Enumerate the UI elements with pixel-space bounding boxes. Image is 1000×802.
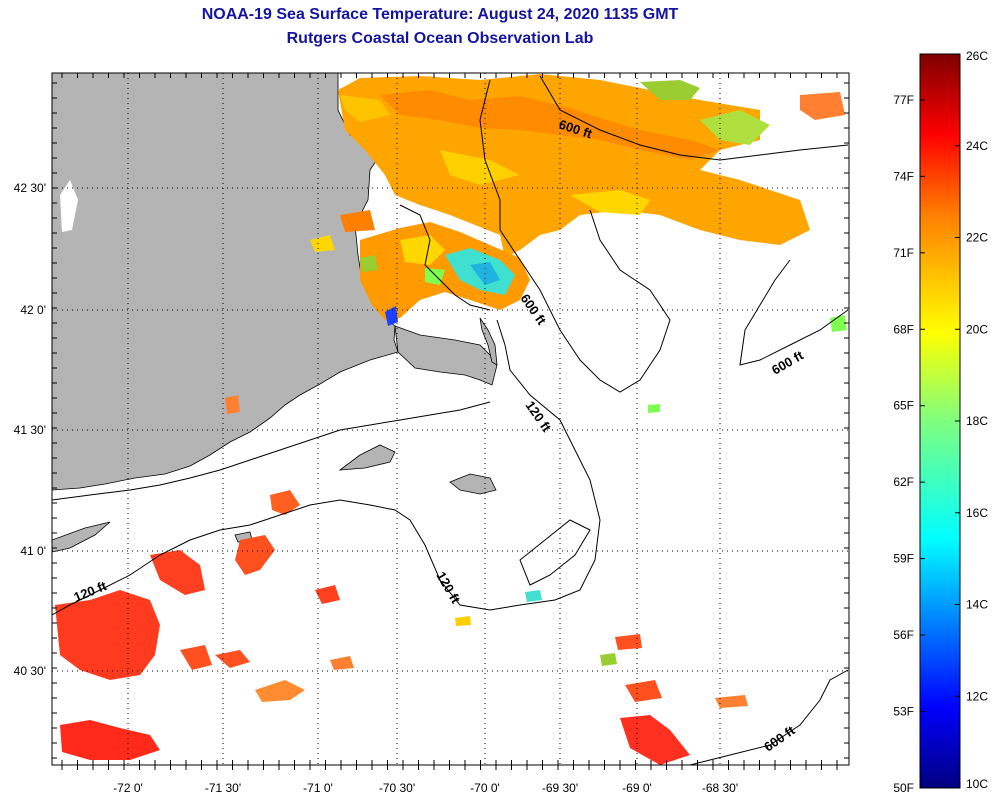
latitude-label: 42 30' (14, 181, 46, 195)
colorbar-fahrenheit-label: 53F (893, 705, 914, 719)
map-subtitle: Rutgers Coastal Ocean Observation Lab (286, 30, 594, 47)
contour-bay-inner (399, 204, 491, 311)
colorbar-fahrenheit-label: 65F (893, 399, 914, 413)
colorbar-fahrenheit-label: 74F (893, 169, 914, 183)
land-cape-hook (479, 317, 498, 366)
longitude-label: -68 30' (702, 781, 738, 795)
colorbar: 26C 24C 22C 20C 18C 16C 14C 12C 10C 77F 74F 71F 68F… (893, 49, 988, 795)
longitude-label: -69 0' (622, 781, 652, 795)
map-frame (51, 72, 850, 766)
colorbar-celsius-labels: 26C 24C 22C 20C 18C 16C 14C 12C 10C (966, 49, 988, 791)
colorbar-celsius-label: 10C (966, 777, 988, 791)
colorbar-celsius-label: 12C (966, 689, 988, 703)
colorbar-celsius-label: 18C (966, 414, 988, 428)
colorbar-fahrenheit-label: 56F (893, 628, 914, 642)
colorbar-fahrenheit-label: 77F (893, 93, 914, 107)
longitude-label: -71 30' (205, 781, 241, 795)
colorbar-celsius-label: 24C (966, 139, 988, 153)
colorbar-celsius-label: 20C (966, 322, 988, 336)
land-marthas-vineyard (338, 444, 396, 471)
colorbar-fahrenheit-labels: 77F 74F 71F 68F 65F 62F 59F 56F 53F 50F (893, 93, 914, 795)
colorbar-celsius-label: 16C (966, 506, 988, 520)
colorbar-fahrenheit-label: 59F (893, 552, 914, 566)
longitude-label: -72 0' (113, 781, 143, 795)
colorbar-fahrenheit-label: 50F (893, 781, 914, 795)
graticule (52, 73, 849, 765)
colorbar-fahrenheit-label: 68F (893, 322, 914, 336)
bathymetry-contours (52, 75, 849, 765)
land-lake-spot (60, 180, 78, 232)
contour-600ft-georges (479, 79, 671, 393)
contour-600ft-gulf (539, 75, 849, 161)
contour-120ft-cape (52, 319, 601, 616)
colorbar-gradient (919, 53, 961, 789)
contour-600ft-east (739, 259, 849, 366)
land-cape-cod (394, 325, 498, 386)
contour-shoals (519, 519, 591, 586)
land-long-island-tip (52, 521, 111, 553)
longitude-label: -70 30' (379, 781, 415, 795)
colorbar-fahrenheit-label: 71F (893, 246, 914, 260)
colorbar-celsius-label: 14C (966, 598, 988, 612)
longitude-label: -71 0' (303, 781, 333, 795)
latitude-label: 42 0' (20, 303, 46, 317)
latitude-label: 41 30' (14, 423, 46, 437)
map-title: NOAA-19 Sea Surface Temperature: August … (201, 6, 679, 23)
sst-patches (55, 74, 847, 765)
colorbar-celsius-label: 22C (966, 231, 988, 245)
contour-600ft-south (689, 669, 849, 765)
longitude-labels: -72 0' -71 30' -71 0' -70 30' -70 0' -69… (113, 781, 738, 795)
longitude-label: -70 0' (470, 781, 500, 795)
latitude-label: 41 0' (20, 544, 46, 558)
colorbar-celsius-label: 26C (966, 49, 988, 63)
contour-coast-shelf (52, 401, 491, 501)
latitude-label: 40 30' (14, 664, 46, 678)
latitude-labels: 42 30' 42 0' 41 30' 41 0' 40 30' (14, 181, 46, 678)
longitude-label: -69 30' (542, 781, 578, 795)
frame-ticks (52, 73, 849, 770)
colorbar-fahrenheit-label: 62F (893, 475, 914, 489)
